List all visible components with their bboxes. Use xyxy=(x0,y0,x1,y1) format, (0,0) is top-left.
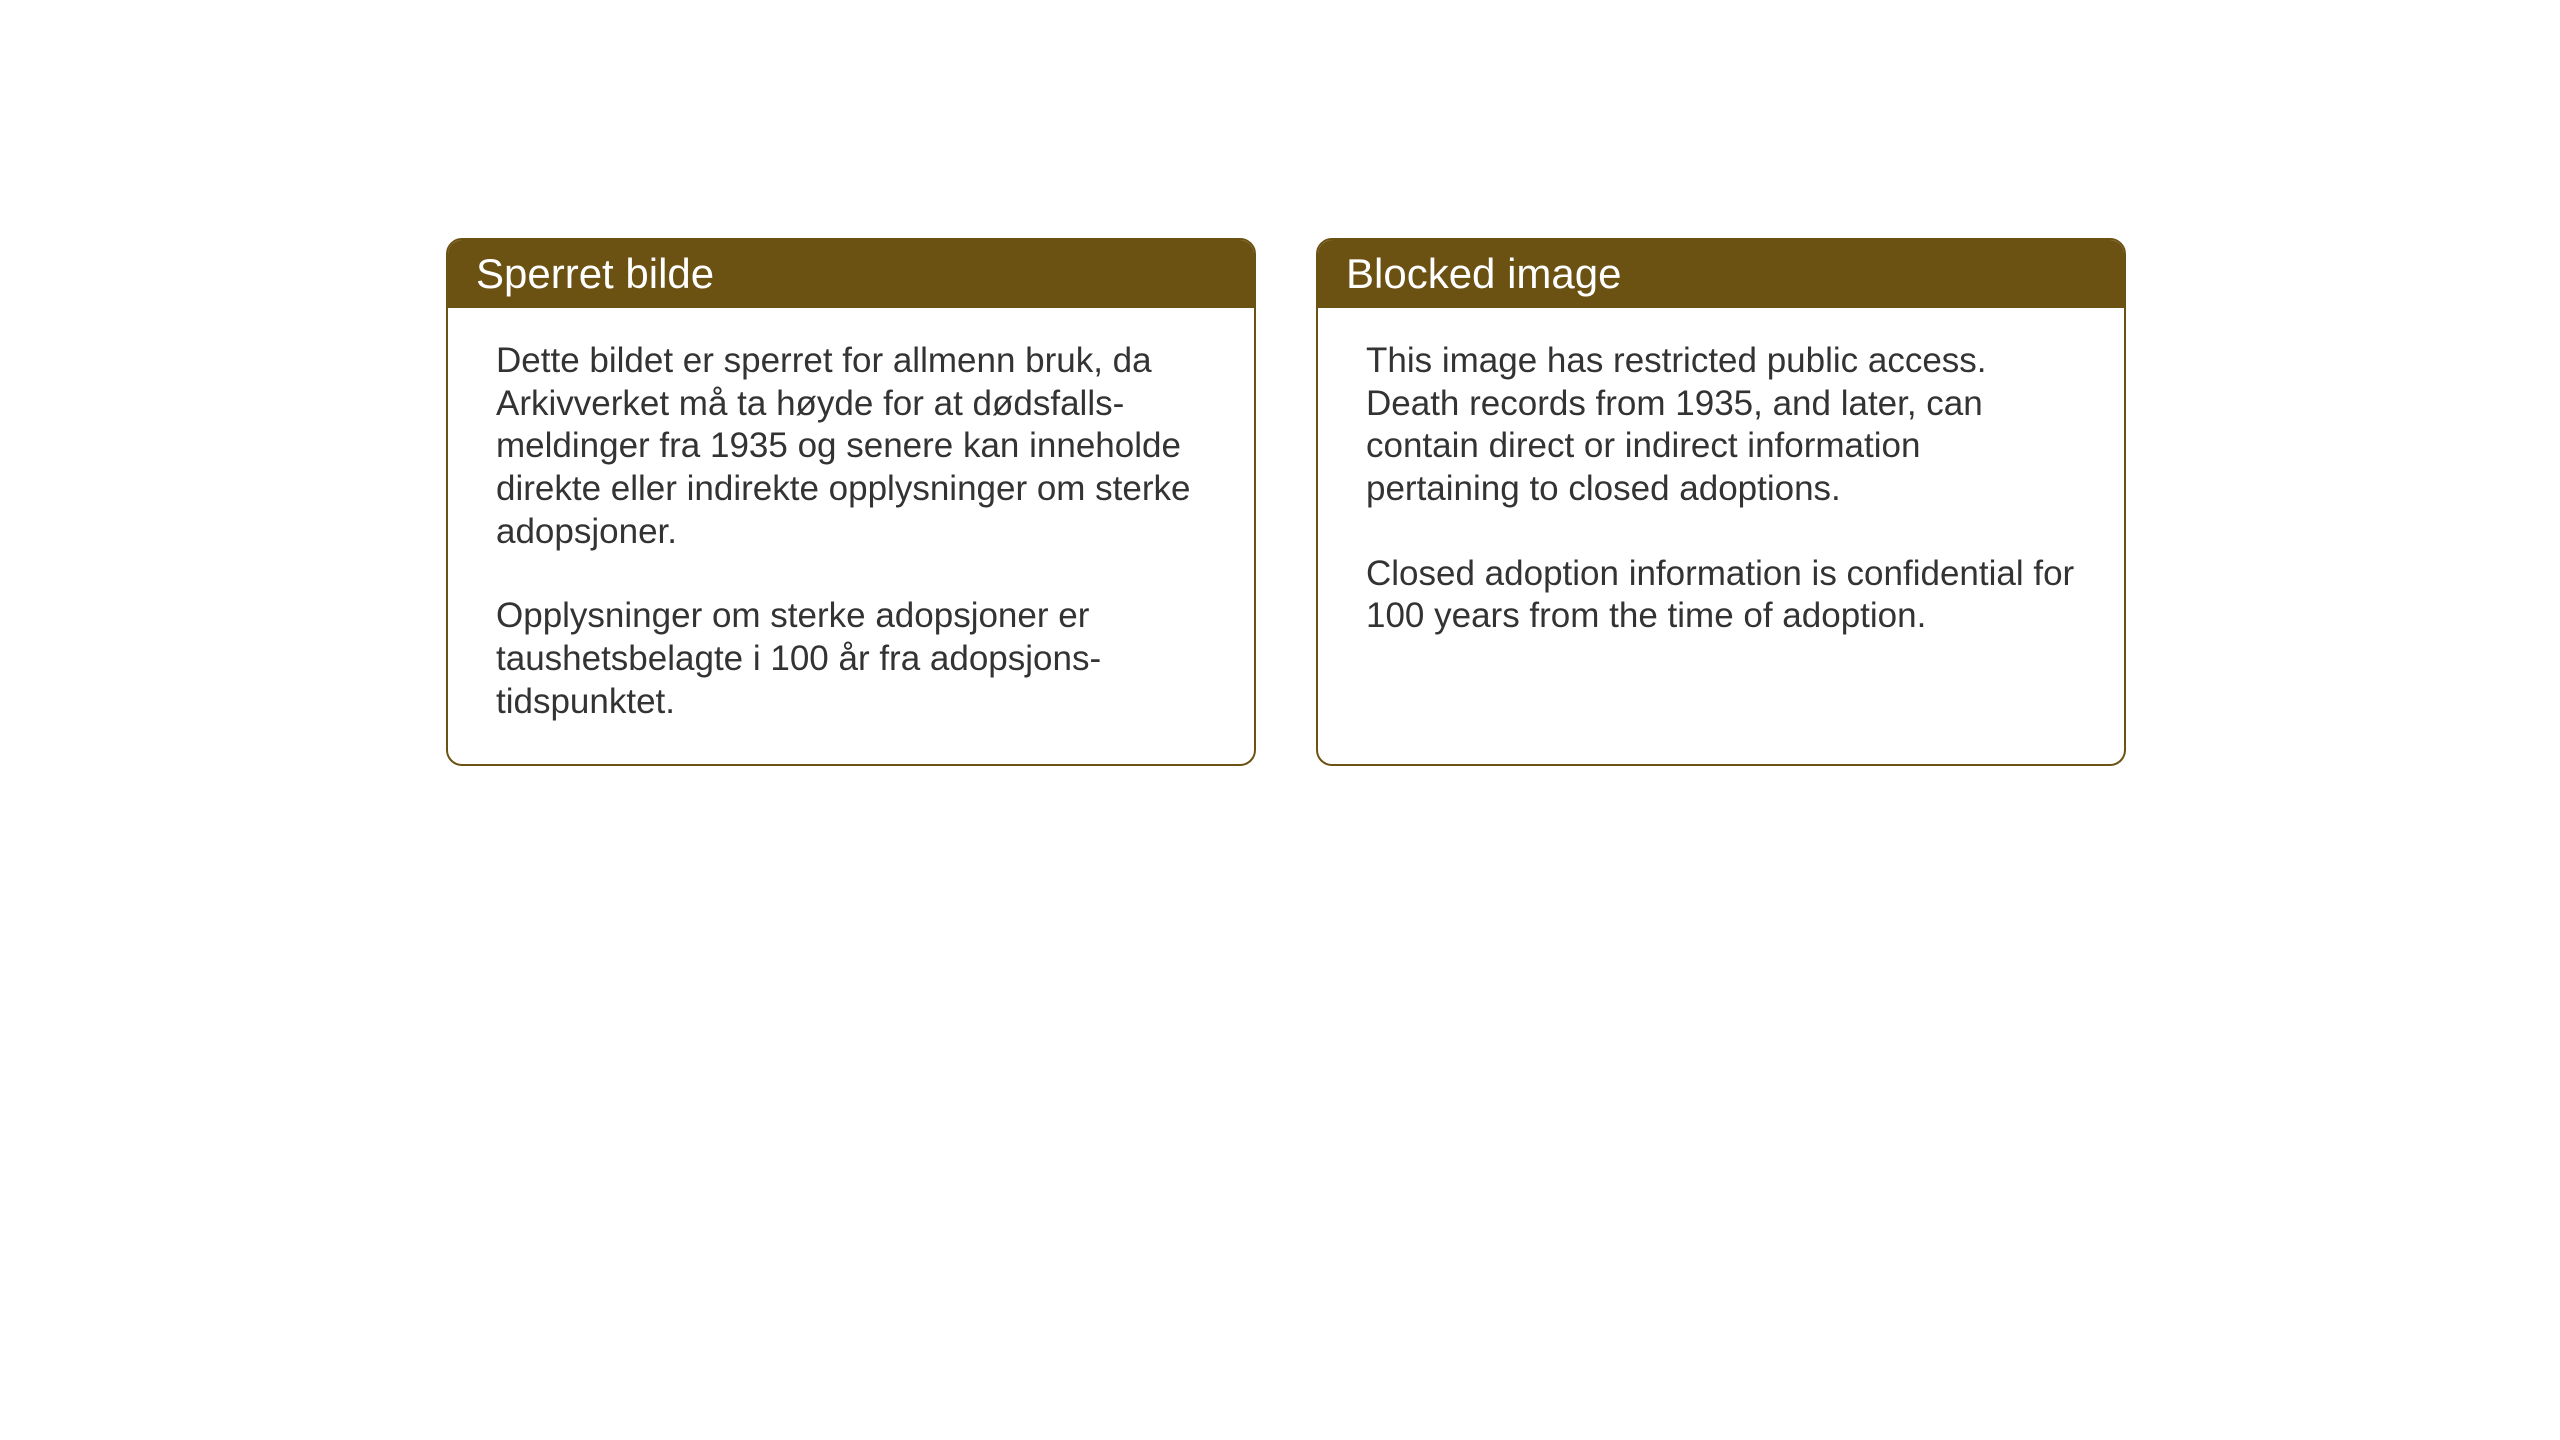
notice-card-english: Blocked image This image has restricted … xyxy=(1316,238,2126,766)
card-paragraph-1-english: This image has restricted public access.… xyxy=(1366,340,2076,511)
card-title-english: Blocked image xyxy=(1346,250,1621,297)
notice-card-norwegian: Sperret bilde Dette bildet er sperret fo… xyxy=(446,238,1256,766)
notice-container: Sperret bilde Dette bildet er sperret fo… xyxy=(446,238,2126,766)
card-header-english: Blocked image xyxy=(1318,240,2124,308)
card-header-norwegian: Sperret bilde xyxy=(448,240,1254,308)
card-body-english: This image has restricted public access.… xyxy=(1318,308,2124,728)
card-paragraph-2-norwegian: Opplysninger om sterke adopsjoner er tau… xyxy=(496,595,1206,723)
card-title-norwegian: Sperret bilde xyxy=(476,250,714,297)
card-body-norwegian: Dette bildet er sperret for allmenn bruk… xyxy=(448,308,1254,764)
card-paragraph-2-english: Closed adoption information is confident… xyxy=(1366,553,2076,638)
card-paragraph-1-norwegian: Dette bildet er sperret for allmenn bruk… xyxy=(496,340,1206,553)
